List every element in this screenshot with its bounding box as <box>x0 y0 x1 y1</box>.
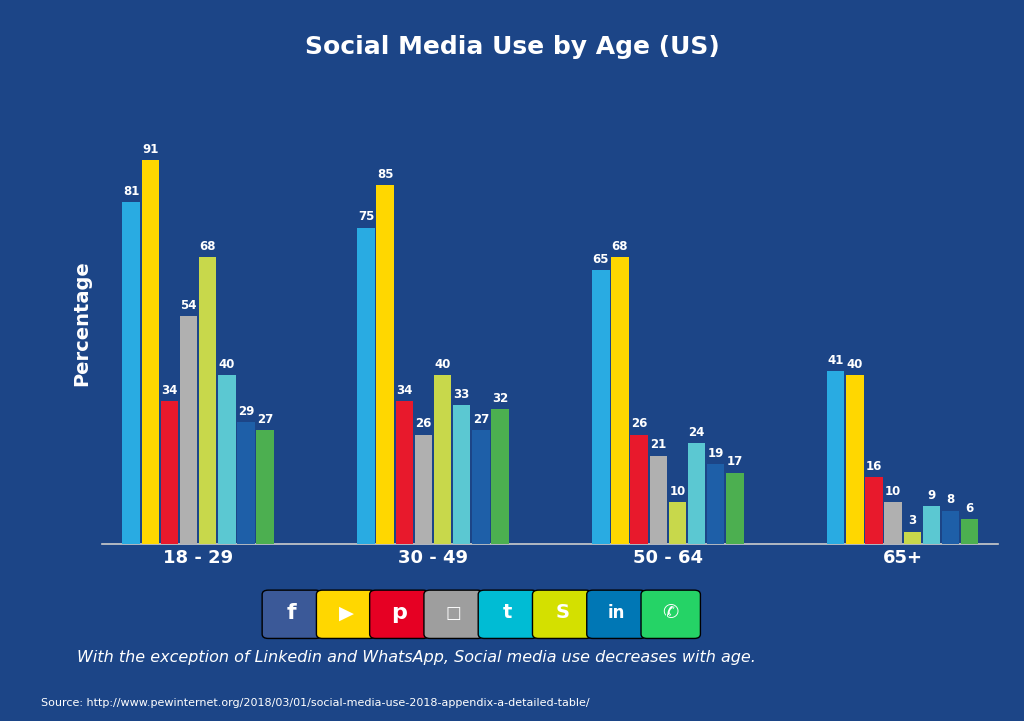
Text: t: t <box>503 603 513 622</box>
Bar <box>846 376 863 544</box>
Text: 27: 27 <box>473 413 488 426</box>
Text: 19: 19 <box>708 447 724 460</box>
Text: 40: 40 <box>847 358 863 371</box>
Text: 6: 6 <box>966 502 974 515</box>
Bar <box>180 317 198 544</box>
Text: 81: 81 <box>123 185 139 198</box>
Text: 85: 85 <box>377 168 393 181</box>
Text: 29: 29 <box>238 404 254 417</box>
Bar <box>942 510 959 544</box>
Bar <box>726 472 743 544</box>
Bar <box>923 506 940 544</box>
Text: 40: 40 <box>434 358 451 371</box>
Bar <box>885 502 902 544</box>
Bar <box>377 185 394 544</box>
Bar <box>395 401 413 544</box>
Text: With the exception of Linkedin and WhatsApp, Social media use decreases with age: With the exception of Linkedin and Whats… <box>77 650 756 665</box>
Y-axis label: Percentage: Percentage <box>73 260 91 386</box>
Text: ▶: ▶ <box>339 603 353 622</box>
Text: 16: 16 <box>866 459 883 472</box>
Bar <box>492 410 509 544</box>
Text: 34: 34 <box>161 384 177 397</box>
Bar <box>688 443 706 544</box>
Text: 10: 10 <box>670 485 685 498</box>
Text: 32: 32 <box>492 392 508 405</box>
Text: f: f <box>287 603 297 623</box>
Text: 8: 8 <box>946 493 954 506</box>
Text: 34: 34 <box>396 384 413 397</box>
Text: 17: 17 <box>727 456 743 469</box>
Text: 26: 26 <box>415 417 431 430</box>
Bar <box>123 203 140 544</box>
Bar <box>434 376 452 544</box>
Bar <box>669 502 686 544</box>
Text: in: in <box>608 604 625 622</box>
Bar <box>631 435 648 544</box>
Bar <box>827 371 845 544</box>
Bar <box>218 376 236 544</box>
Text: 10: 10 <box>885 485 901 498</box>
Bar <box>707 464 724 544</box>
Text: 54: 54 <box>180 299 197 312</box>
Bar <box>161 401 178 544</box>
Bar <box>199 257 216 544</box>
Text: 33: 33 <box>454 388 470 401</box>
Text: 91: 91 <box>142 143 159 156</box>
Bar <box>961 519 978 544</box>
Bar <box>256 430 273 544</box>
Text: ✆: ✆ <box>663 603 679 622</box>
Text: 3: 3 <box>908 515 916 528</box>
Bar <box>415 435 432 544</box>
Bar <box>649 456 667 544</box>
Text: 27: 27 <box>257 413 273 426</box>
Text: □: □ <box>445 604 462 622</box>
Text: 68: 68 <box>200 240 216 253</box>
Bar <box>357 228 375 544</box>
Text: p: p <box>391 603 408 623</box>
Bar <box>141 160 159 544</box>
Text: 75: 75 <box>357 211 374 224</box>
Bar <box>592 270 609 544</box>
Bar <box>472 430 489 544</box>
Text: 9: 9 <box>928 489 936 502</box>
Bar <box>903 531 921 544</box>
Text: Social Media Use by Age (US): Social Media Use by Age (US) <box>304 35 720 59</box>
Bar <box>453 405 470 544</box>
Bar <box>238 422 255 544</box>
Text: 26: 26 <box>631 417 647 430</box>
Text: 24: 24 <box>688 426 705 439</box>
Bar <box>611 257 629 544</box>
Bar <box>865 477 883 544</box>
Text: S: S <box>555 603 569 622</box>
Text: 40: 40 <box>218 358 234 371</box>
Text: 68: 68 <box>611 240 629 253</box>
Text: 41: 41 <box>827 354 844 367</box>
Text: 65: 65 <box>593 252 609 265</box>
Text: Source: http://www.pewinternet.org/2018/03/01/social-media-use-2018-appendix-a-d: Source: http://www.pewinternet.org/2018/… <box>41 698 590 708</box>
Text: 21: 21 <box>650 438 667 451</box>
